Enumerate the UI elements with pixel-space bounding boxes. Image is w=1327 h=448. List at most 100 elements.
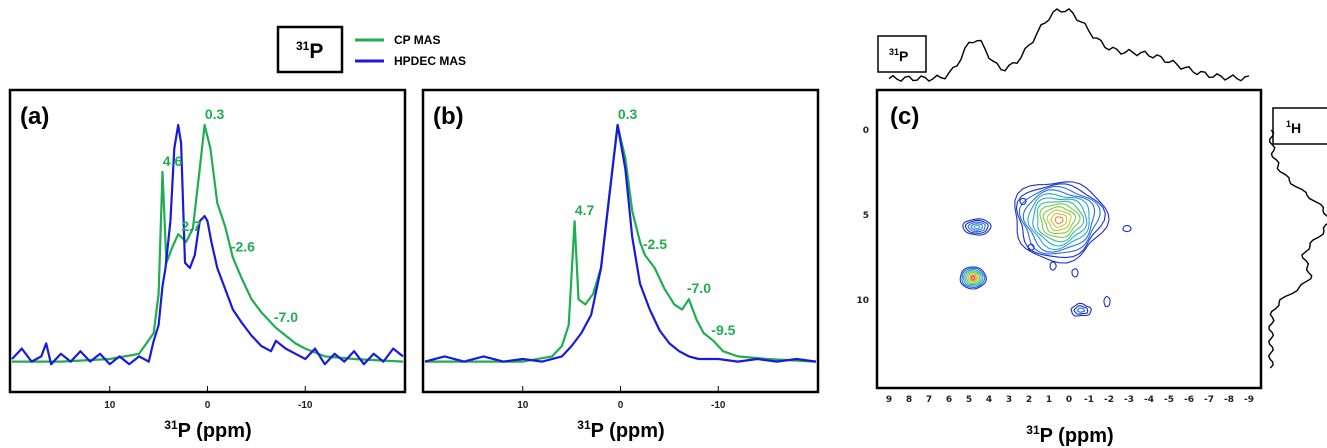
panel-b-peak-label: 0.3 (618, 106, 638, 122)
panel-c-side-projection-label: 1H (1286, 119, 1301, 136)
panel-c-cross-peak-main-level (1039, 203, 1081, 238)
panel-c-cross-peak-main-level (1022, 189, 1096, 253)
panel-c-cross-peak-lower-level (1070, 302, 1092, 317)
legend-nucleus-label: 31P (296, 39, 323, 63)
panel-c-frame (875, 88, 1263, 390)
panel-c-cross-peak-main-level (1046, 209, 1072, 232)
panel-a-peak-label: 4.6 (163, 153, 183, 169)
panel-b-peak-label: -7.0 (687, 280, 711, 296)
panel-c-cross-peak-left-level (959, 266, 987, 290)
panel-c-x-tick-label: 4 (986, 395, 992, 405)
legend-label-hpdec: HPDEC MAS (394, 54, 466, 68)
panel-c-x-ticks: 9 8 7 6 5 4 3 2 1 0 -1 -2 -3 -4 -5 -6 -7 -8 -9 (886, 395, 1254, 405)
panel-c-x-tick-label: 2 (1026, 395, 1032, 405)
panel-c-x-tick-label: -9 (1244, 395, 1254, 405)
panel-c-minor-contour-level (1019, 197, 1027, 206)
panel-c-cross-peak-left-level (969, 274, 977, 282)
panel-c-cross-peak-left-level (962, 268, 984, 287)
panel-c-cross-peak-upper-left-level (967, 221, 986, 233)
panel-c-side-projection-label-box (1272, 107, 1327, 145)
panel-c-cross-peak-main-level (1027, 193, 1090, 251)
panel-c-x-tick-label: -3 (1124, 395, 1134, 405)
panel-c-cross-peak-left-level (970, 275, 976, 280)
panel-c-cross-peak-upper-left-level (964, 219, 989, 234)
panel-a-x-tick-label: 0 (205, 400, 211, 411)
panel-c-side-projection-trace (1267, 129, 1327, 369)
panel-b-x-axis-label: 31P (ppm) (577, 418, 664, 442)
panel-a-peak-label: 2.7 (181, 218, 201, 234)
panel-c-x-tick-label: 3 (1006, 395, 1012, 405)
panel-c-x-tick-label: -6 (1184, 395, 1194, 405)
panel-c-x-tick-label: 7 (926, 395, 932, 405)
panel-c-y-ticks: 0 5 10 (856, 126, 869, 306)
panel-c-x-tick-label: -4 (1144, 395, 1154, 405)
panel-c-cross-peak-main-level (1032, 197, 1088, 247)
panel-c-minor-contour-level (1027, 243, 1035, 251)
panel-c-cross-peak-lower-level (1076, 307, 1086, 313)
panel-b-x-ticks: 10 0 -10 (517, 386, 726, 411)
panel-c-x-tick-label: 5 (966, 395, 972, 405)
panel-c-cross-peak-upper-left-level (962, 218, 992, 236)
panel-c-minor-contour (1103, 296, 1111, 308)
panel-a-plot: 4.6 0.3 2.7 -2.6 -7.0 (11, 106, 404, 366)
panel-a-series-cp-mas (12, 123, 404, 363)
panel-b-peak-label: -2.5 (643, 236, 667, 252)
panel-c-cross-peak-upper-left-level (973, 224, 981, 230)
panel-c-cross-peak-left-level (961, 267, 986, 288)
panel-c-minor-contour-level (1049, 261, 1057, 271)
panel-b-peak-label: 4.7 (575, 202, 595, 218)
panel-c-y-tick-label: 5 (863, 211, 869, 221)
panel-c-top-projection-label: 31P (889, 47, 908, 64)
panel-a-series-hpdec-mas (11, 123, 404, 366)
panel-c-minor-contour (1019, 197, 1027, 206)
panel-b: (b) 0.3 4.7 -2.5 -7.0 -9.5 10 0 -10 31P (ppm) (421, 88, 820, 442)
panel-a-label: (a) (20, 103, 49, 130)
panel-a-x-axis-label: 31P (ppm) (164, 418, 251, 442)
panel-b-x-tick-label: 0 (618, 400, 624, 411)
panel-c-minor-contour (1122, 225, 1132, 233)
panel-c-cross-peak-lower-level (1073, 305, 1089, 315)
panel-c-cross-peak-main-level (1054, 216, 1064, 225)
panel-c-y-tick-label: 10 (856, 296, 869, 306)
panel-c-cross-peak-main-level (1018, 185, 1101, 255)
panel-c-minor-contour-level (1071, 268, 1079, 278)
panel-c-cross-peak-lower (1070, 302, 1092, 317)
panel-c-cross-peak-left-level (964, 270, 982, 286)
panel-a-peak-label: -7.0 (274, 309, 298, 325)
panel-c-cross-peak-left-level (967, 273, 979, 283)
panel-c-cross-peak-main-level (1014, 181, 1110, 264)
panel-a: (a) 4.6 0.3 2.7 -2.6 -7.0 10 0 -10 31P (ppm) (8, 88, 407, 442)
panel-c-x-tick-label: 9 (886, 395, 892, 405)
panel-c-x-tick-label: -8 (1224, 395, 1234, 405)
panel-c-x-tick-label: -1 (1084, 395, 1094, 405)
panel-c-y-tick-label: 0 (863, 126, 869, 136)
panel-a-x-tick-label: -10 (298, 400, 313, 411)
panel-c-x-tick-label: -7 (1204, 395, 1214, 405)
panel-a-peak-label: -2.6 (231, 239, 255, 255)
panel-c-cross-peak-main-level (1050, 212, 1068, 228)
panel-c-cross-peak-main-level (1042, 206, 1077, 234)
panel-a-x-ticks: 10 0 -10 (104, 386, 313, 411)
panel-c-minor-contour (1049, 261, 1057, 271)
panel-b-series-hpdec-mas (424, 123, 817, 363)
panel-c-cross-peak-left-level (965, 271, 981, 284)
panel-c-top-projection-trace (888, 7, 1250, 82)
panel-c-contours (959, 181, 1132, 317)
panel-c-cross-peak-left (959, 266, 987, 290)
panel-a-x-tick-label: 10 (104, 400, 116, 411)
panel-c-x-tick-label: -5 (1164, 395, 1174, 405)
panel-b-plot: 0.3 4.7 -2.5 -7.0 -9.5 (424, 106, 817, 363)
panel-c-x-tick-label: 1 (1046, 395, 1052, 405)
panel-c-cross-peak-main-level (1036, 200, 1085, 243)
panel-b-x-tick-label: -10 (711, 400, 726, 411)
panel-c-minor-contour-level (1122, 225, 1132, 233)
panel-c-cross-peak-upper-left-level (970, 223, 983, 231)
legend-label-cp: CP MAS (394, 33, 440, 47)
panel-c-x-axis-label: 31P (ppm) (1026, 423, 1113, 447)
legend-nucleus-box (276, 25, 344, 74)
panel-c-minor-contour-level (1103, 296, 1111, 308)
legend: 31P CP MAS HPDEC MAS (276, 25, 466, 74)
panel-c-x-tick-label: 8 (906, 395, 912, 405)
panel-b-peak-label: -9.5 (711, 322, 735, 338)
